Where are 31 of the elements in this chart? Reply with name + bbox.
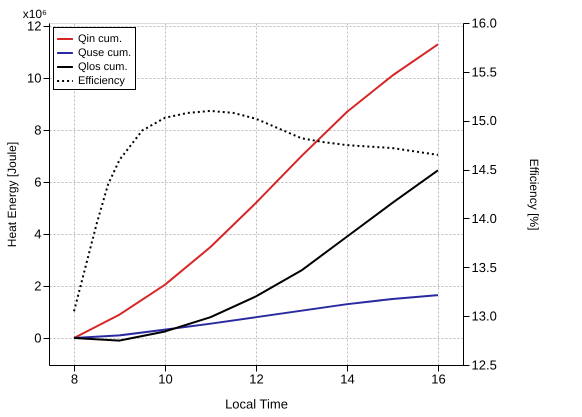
y2-tick-label: 13.5 (472, 260, 497, 275)
x-axis-title: Local Time (225, 396, 288, 412)
line-series (73, 43, 439, 339)
x-tick-label: 8 (70, 372, 78, 386)
line-series (73, 169, 439, 342)
y2-tick-label: 15.0 (472, 113, 497, 128)
x-tick-label: 14 (340, 372, 355, 386)
y-axis-title: Heat Energy [Joule] (5, 142, 20, 248)
line-series (73, 110, 439, 312)
x-tick-label: 12 (249, 372, 264, 386)
y2-tick-label: 14.0 (472, 210, 497, 226)
y-tick-label: 0 (34, 330, 42, 346)
legend-label: Efficiency (78, 75, 126, 87)
y-tick-label: 8 (34, 122, 42, 138)
legend-label: Qlos cum. (78, 61, 128, 73)
y-tick-label: 2 (34, 278, 42, 294)
legend-label: Qin cum. (78, 33, 122, 45)
y-tick-label: 6 (34, 174, 42, 190)
y2-axis-title: Efficiency [%] (526, 158, 541, 230)
legend-label: Quse cum. (78, 47, 132, 59)
y-tick-label: 4 (34, 226, 42, 242)
y2-tick-label: 12.5 (472, 358, 497, 372)
y-tick-label: 10 (27, 70, 42, 86)
y2-tick-label: 13.0 (472, 308, 497, 324)
text: x10⁶ (22, 7, 48, 21)
y-tick-label: 12 (27, 18, 42, 34)
y2-tick-label: 16.0 (472, 16, 497, 30)
x-tick-label: 16 (431, 372, 446, 386)
y2-tick-label: 15.5 (472, 64, 497, 80)
x-tick-label: 10 (158, 372, 173, 386)
y2-tick-label: 14.5 (472, 162, 497, 178)
